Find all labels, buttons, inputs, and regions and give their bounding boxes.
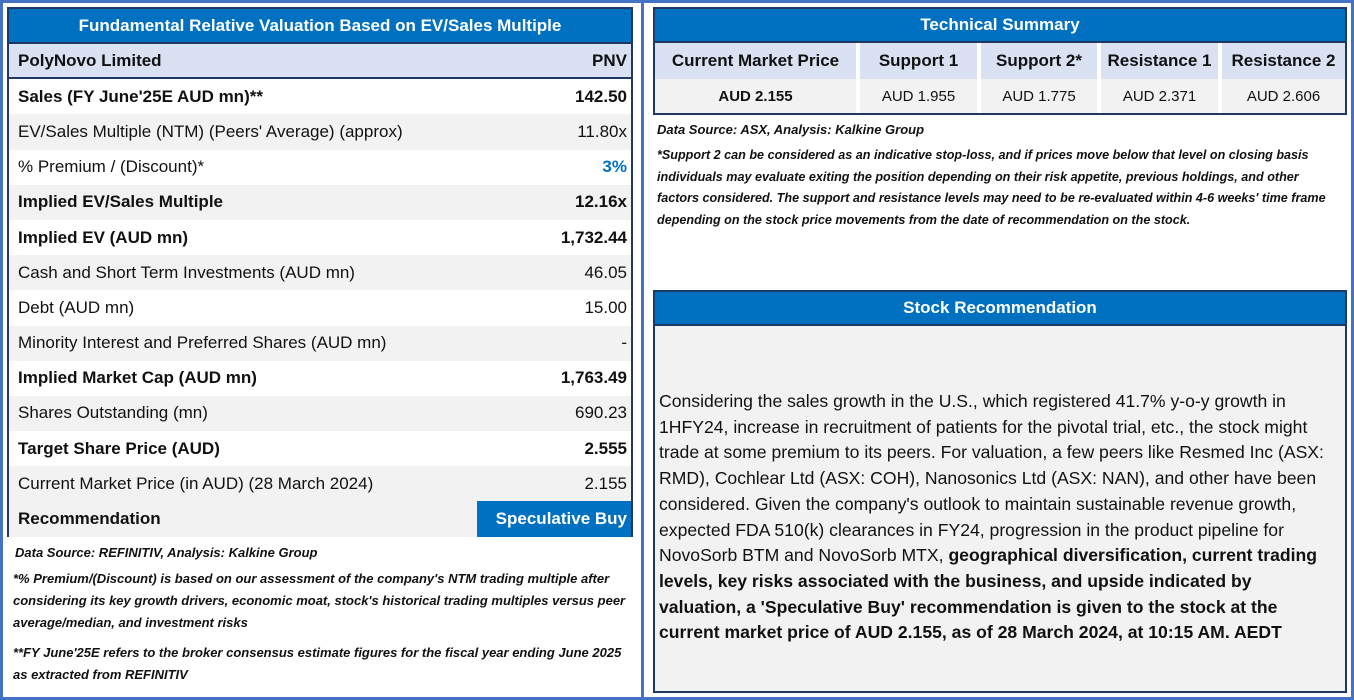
technical-column-header: Support 2* bbox=[981, 43, 1097, 79]
technical-source: Data Source: ASX, Analysis: Kalkine Grou… bbox=[657, 122, 925, 137]
recommendation-label: Recommendation bbox=[18, 509, 161, 529]
row-value: 142.50 bbox=[575, 86, 627, 106]
valuation-row: EV/Sales Multiple (NTM) (Peers' Average)… bbox=[9, 114, 631, 150]
row-value: 1,732.44 bbox=[560, 227, 627, 247]
valuation-source: Data Source: REFINITIV, Analysis: Kalkin… bbox=[15, 545, 318, 560]
valuation-row: Current Market Price (in AUD) (28 March … bbox=[9, 466, 631, 502]
recommendation-text-regular: Considering the sales growth in the U.S.… bbox=[659, 391, 1324, 566]
row-label: Minority Interest and Preferred Shares (… bbox=[18, 333, 387, 353]
valuation-row: Debt (AUD mn) 15.00 bbox=[9, 290, 631, 326]
support-footnote: *Support 2 can be considered as an indic… bbox=[657, 148, 1326, 227]
valuation-notes: Data Source: REFINITIV, Analysis: Kalkin… bbox=[13, 545, 628, 686]
valuation-row: Target Share Price (AUD) 2.555 bbox=[9, 431, 631, 467]
row-label: EV/Sales Multiple (NTM) (Peers' Average)… bbox=[18, 121, 403, 141]
technical-column-header: Resistance 1 bbox=[1101, 43, 1218, 79]
technical-value-cell: AUD 2.371 bbox=[1101, 79, 1218, 113]
row-value: 1,763.49 bbox=[560, 368, 627, 388]
row-label: Implied EV/Sales Multiple bbox=[18, 192, 223, 212]
valuation-row: Implied Market Cap (AUD mn) 1,763.49 bbox=[9, 360, 631, 396]
premium-footnote: *% Premium/(Discount) is based on our as… bbox=[13, 571, 626, 630]
fy-footnote: **FY June'25E refers to the broker conse… bbox=[13, 645, 622, 682]
technical-grid: Current Market Price Support 1 Support 2* R… bbox=[655, 43, 1345, 113]
technical-column-header: Current Market Price bbox=[655, 43, 856, 79]
row-label: % Premium / (Discount)* bbox=[18, 157, 205, 177]
technical-value-cell: AUD 1.955 bbox=[860, 79, 977, 113]
row-label: Current Market Price (in AUD) (28 March … bbox=[18, 473, 374, 493]
row-value: 2.155 bbox=[584, 473, 627, 493]
technical-summary-table: Technical Summary Current Market Price Su… bbox=[653, 7, 1347, 115]
technical-summary-title: Technical Summary bbox=[655, 9, 1345, 43]
stock-recommendation-title: Stock Recommendation bbox=[655, 292, 1345, 326]
row-value: 46.05 bbox=[584, 262, 627, 282]
valuation-row: Implied EV/Sales Multiple 12.16x bbox=[9, 184, 631, 220]
valuation-row: % Premium / (Discount)* 3% bbox=[9, 149, 631, 185]
valuation-row: Sales (FY June'25E AUD mn)** 142.50 bbox=[9, 79, 631, 115]
valuation-row: Shares Outstanding (mn) 690.23 bbox=[9, 395, 631, 432]
row-value: - bbox=[621, 333, 627, 353]
technical-column-header: Resistance 2 bbox=[1222, 43, 1345, 79]
row-value: 690.23 bbox=[575, 403, 627, 423]
row-value: 15.00 bbox=[584, 297, 627, 317]
company-ticker: PNV bbox=[592, 50, 627, 70]
row-label: Implied EV (AUD mn) bbox=[18, 227, 189, 247]
valuation-title: Fundamental Relative Valuation Based on … bbox=[9, 9, 631, 44]
row-label: Sales (FY June'25E AUD mn)** bbox=[18, 86, 263, 106]
technical-column-header: Support 1 bbox=[860, 43, 977, 79]
valuation-rows: Sales (FY June'25E AUD mn)** 142.50 EV/Sal… bbox=[9, 79, 631, 502]
technical-value-cell: AUD 1.775 bbox=[981, 79, 1097, 113]
company-name: PolyNovo Limited bbox=[18, 50, 162, 70]
technical-value-cell: AUD 2.155 bbox=[655, 79, 856, 113]
stock-recommendation-box: Stock Recommendation Considering the sal… bbox=[653, 290, 1347, 693]
row-label: Target Share Price (AUD) bbox=[18, 438, 220, 458]
technical-value-cell: AUD 2.606 bbox=[1222, 79, 1345, 113]
valuation-row: Minority Interest and Preferred Shares (… bbox=[9, 325, 631, 361]
row-label: Cash and Short Term Investments (AUD mn) bbox=[18, 262, 355, 282]
valuation-row: Cash and Short Term Investments (AUD mn)… bbox=[9, 255, 631, 291]
recommendation-row: Recommendation Speculative Buy bbox=[9, 501, 631, 537]
valuation-row: Implied EV (AUD mn) 1,732.44 bbox=[9, 219, 631, 256]
row-label: Shares Outstanding (mn) bbox=[18, 403, 208, 423]
row-value: 12.16x bbox=[575, 192, 627, 212]
valuation-table: Fundamental Relative Valuation Based on … bbox=[7, 7, 633, 537]
recommendation-badge: Speculative Buy bbox=[477, 501, 631, 537]
row-value: 11.80x bbox=[577, 121, 627, 141]
row-value: 2.555 bbox=[584, 438, 627, 458]
technical-notes: Data Source: ASX, Analysis: Kalkine Grou… bbox=[657, 122, 1342, 231]
row-value: 3% bbox=[602, 157, 627, 177]
row-label: Implied Market Cap (AUD mn) bbox=[18, 368, 257, 388]
panel-divider bbox=[641, 0, 644, 700]
recommendation-text-bold: geographical diversification, current tr… bbox=[659, 545, 1318, 643]
row-label: Debt (AUD mn) bbox=[18, 297, 135, 317]
company-row: PolyNovo Limited PNV bbox=[9, 44, 631, 80]
stock-recommendation-text: Considering the sales growth in the U.S.… bbox=[655, 326, 1345, 646]
